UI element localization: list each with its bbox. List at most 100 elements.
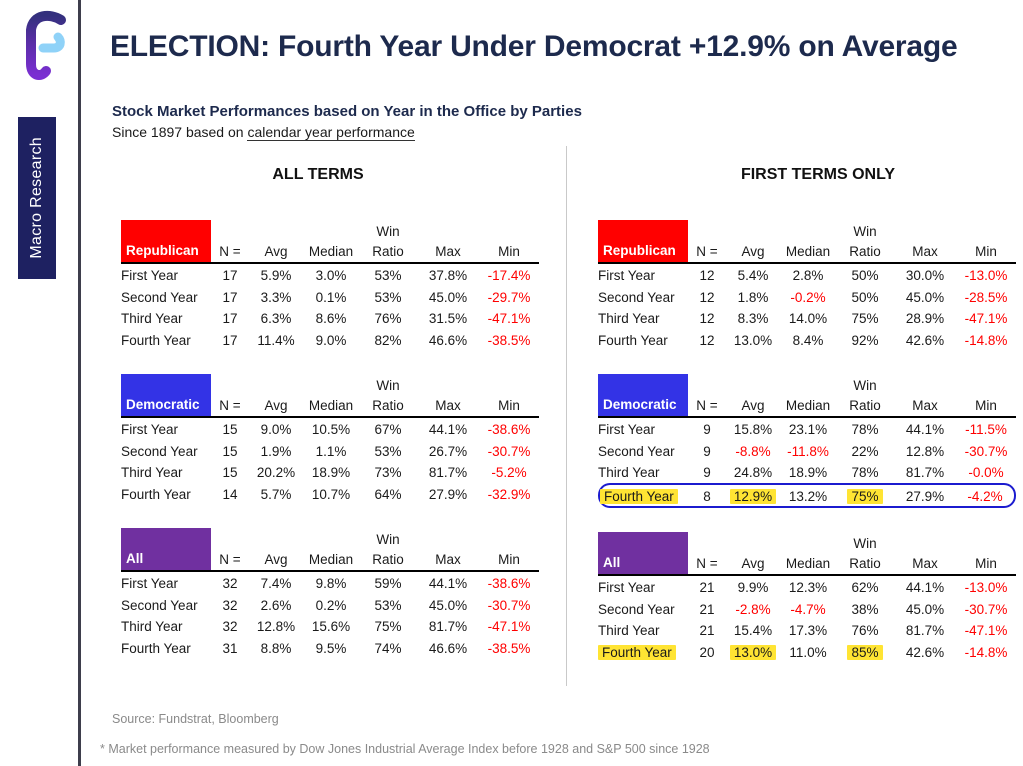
cell-value: 3.0% — [315, 268, 347, 283]
cell-value: -17.4% — [487, 268, 531, 283]
cell-value: 12.9% — [729, 488, 777, 504]
cell-value: 45.0% — [428, 289, 468, 305]
column-header: Max — [417, 528, 479, 572]
cell-value: 17 — [222, 332, 238, 348]
cell-value: 62% — [851, 580, 879, 595]
row-label: Third Year — [598, 311, 660, 326]
section-all-terms: ALL TERMS Republican N = Avg Median Win Rati… — [81, 166, 567, 686]
row-label: Fourth Year — [598, 332, 668, 348]
macro-research-label: Macro Research — [28, 137, 45, 259]
cell-value: 76% — [851, 623, 879, 638]
table-row: First Year 32 7.4% 9.8% 59% 44.1% -38.6% — [121, 572, 539, 594]
cell-value: 8.4% — [792, 332, 824, 348]
cell-value: 26.7% — [428, 443, 468, 459]
column-header: Win Ratio — [359, 528, 417, 572]
cell-value: 17 — [222, 289, 238, 305]
cell-value: 31.5% — [428, 311, 468, 326]
cell-value: 44.1% — [905, 580, 945, 595]
party-header-all: All — [121, 528, 211, 570]
table-row: First Year 9 15.8% 23.1% 78% 44.1% -11.5% — [598, 418, 1016, 440]
table-row: First Year 15 9.0% 10.5% 67% 44.1% -38.6% — [121, 418, 539, 440]
cell-value: 44.1% — [905, 422, 945, 437]
cell-value: -30.7% — [487, 597, 531, 613]
cell-value: 21 — [699, 601, 715, 617]
cell-value: -5.2% — [491, 465, 527, 480]
column-header: Max — [894, 220, 956, 264]
cell-value: -47.1% — [487, 619, 531, 634]
cell-value: 8 — [703, 488, 711, 504]
cell-value: -13.0% — [964, 580, 1008, 595]
party-header-republican: Republican — [121, 220, 211, 262]
cell-value: 14.0% — [788, 311, 828, 326]
cell-value: 9.0% — [315, 332, 347, 348]
cell-value: 92% — [851, 332, 879, 348]
cell-value: 12 — [699, 311, 715, 326]
cell-value: 75% — [847, 488, 883, 504]
cell-value: -2.8% — [735, 601, 771, 617]
row-label: Fourth Year — [121, 332, 191, 348]
cell-value: 42.6% — [905, 332, 945, 348]
subtitle-underlined-link[interactable]: calendar year performance — [247, 124, 415, 141]
cell-value: 1.9% — [260, 443, 292, 459]
column-header: N = — [688, 532, 726, 576]
cell-value: 44.1% — [428, 422, 468, 437]
macro-research-badge: Macro Research — [18, 117, 56, 279]
section-title-first-terms: FIRST TERMS ONLY — [740, 166, 896, 183]
cell-value: -30.7% — [964, 601, 1008, 617]
table-row: Second Year 32 2.6% 0.2% 53% 45.0% -30.7% — [121, 594, 539, 616]
column-header: Min — [479, 374, 539, 418]
column-header: N = — [211, 528, 249, 572]
table-row: First Year 12 5.4% 2.8% 50% 30.0% -13.0% — [598, 264, 1016, 286]
tables-area: ALL TERMS Republican N = Avg Median Win Rati… — [81, 146, 1023, 686]
cell-value: 27.9% — [905, 488, 945, 504]
cell-value: 82% — [374, 332, 402, 348]
column-header: Max — [894, 532, 956, 576]
row-label: Second Year — [121, 597, 198, 613]
cell-value: 15.4% — [733, 623, 773, 638]
column-header: Median — [780, 374, 836, 418]
subtitle-regular: Since 1897 based on calendar year perfor… — [112, 124, 415, 141]
cell-value: 8.3% — [737, 311, 769, 326]
cell-value: -4.2% — [967, 488, 1003, 504]
sidebar-divider — [78, 0, 81, 766]
table-row: Fourth Year 20 13.0% 11.0% 85% 42.6% -14.8% — [598, 641, 1016, 663]
column-header: Median — [303, 220, 359, 264]
cell-value: 24.8% — [733, 465, 773, 480]
cell-value: 12.8% — [256, 619, 296, 634]
table-row: Fourth Year 8 12.9% 13.2% 75% 27.9% -4.2% — [598, 482, 1016, 508]
row-label: First Year — [598, 422, 656, 437]
table-row: Fourth Year 14 5.7% 10.7% 64% 27.9% -32.9% — [121, 483, 539, 505]
cell-value: -38.5% — [487, 640, 531, 656]
row-label: Fourth Year — [600, 488, 678, 504]
table-row: Third Year 12 8.3% 14.0% 75% 28.9% -47.1% — [598, 307, 1016, 329]
column-header: Win Ratio — [836, 220, 894, 264]
row-label: Fourth Year — [121, 640, 191, 656]
column-header: Max — [894, 374, 956, 418]
cell-value: 67% — [374, 422, 402, 437]
stats-table-republican: Republican N = Avg Median Win Ratio Max Min Fir… — [598, 220, 1016, 350]
cell-value: 73% — [374, 465, 402, 480]
page-title: ELECTION: Fourth Year Under Democrat +12… — [110, 30, 958, 63]
row-label: First Year — [121, 576, 179, 591]
cell-value: 2.6% — [260, 597, 292, 613]
cell-value: 17.3% — [788, 623, 828, 638]
cell-value: 50% — [851, 289, 879, 305]
row-label: Fourth Year — [598, 644, 676, 660]
cell-value: 20 — [699, 644, 715, 660]
cell-value: 15 — [222, 465, 238, 480]
cell-value: 18.9% — [788, 465, 828, 480]
cell-value: 17 — [222, 311, 238, 326]
row-label: Second Year — [598, 443, 675, 459]
column-header: Win Ratio — [836, 532, 894, 576]
cell-value: -11.5% — [965, 422, 1007, 437]
cell-value: 9.0% — [260, 422, 292, 437]
cell-value: 11.4% — [257, 332, 295, 348]
column-header: Avg — [249, 374, 303, 418]
row-label: Third Year — [121, 311, 183, 326]
table-row: Second Year 9 -8.8% -11.8% 22% 12.8% -30.7% — [598, 440, 1016, 462]
cell-value: 64% — [374, 486, 402, 502]
cell-value: 28.9% — [905, 311, 945, 326]
cell-value: 9.8% — [315, 576, 347, 591]
column-header: Median — [303, 374, 359, 418]
column-header: Win Ratio — [359, 374, 417, 418]
